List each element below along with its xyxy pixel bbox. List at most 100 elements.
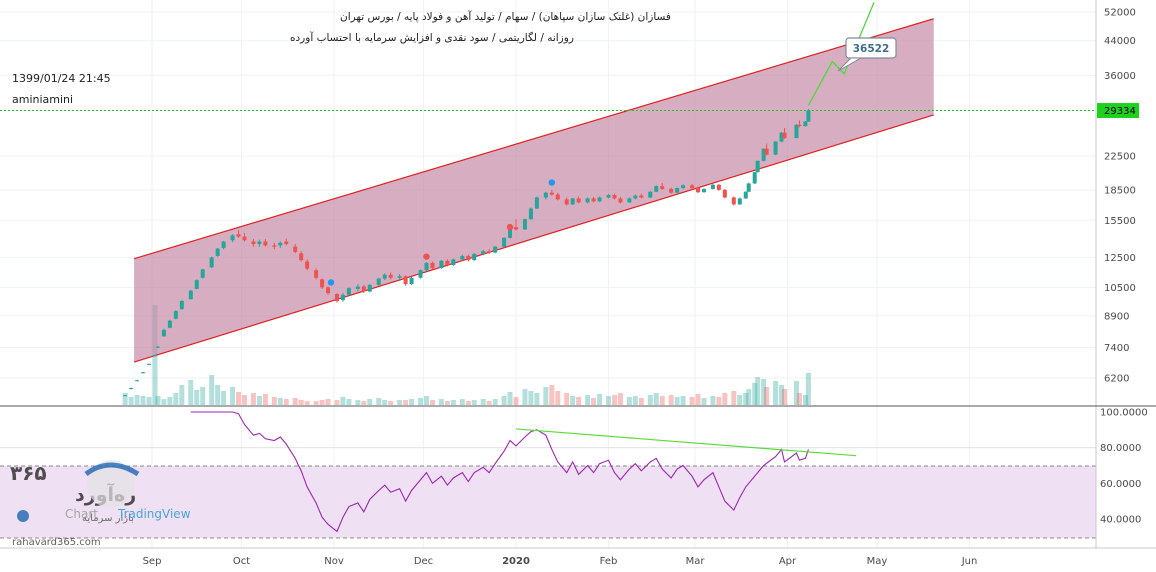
candle	[460, 254, 465, 261]
candle	[200, 268, 205, 279]
candle	[179, 300, 184, 310]
time-tick-label: Apr	[779, 556, 797, 567]
volume-bar	[450, 400, 456, 405]
candle-body	[135, 380, 140, 382]
candle-body	[161, 329, 166, 337]
volume-bar	[585, 395, 591, 405]
volume-bar	[591, 398, 597, 405]
volume-bar	[122, 393, 128, 405]
time-tick-label: May	[867, 556, 888, 567]
volume-bar	[325, 399, 331, 405]
time-tick-label: 2020	[502, 556, 530, 567]
volume-bar	[796, 393, 802, 405]
volume-bar	[805, 373, 811, 405]
candle-body	[215, 248, 220, 256]
volume-bar	[304, 401, 310, 405]
candle-body	[251, 241, 256, 245]
candle	[660, 183, 665, 190]
candle-body	[388, 274, 393, 278]
volume-bar	[605, 396, 611, 405]
candle	[648, 191, 653, 198]
candle	[722, 188, 727, 199]
candle-body	[367, 284, 372, 292]
watermark-provider: TradingView	[117, 507, 191, 521]
candle-body	[627, 198, 632, 203]
time-axis[interactable]: Sep Oct Nov Dec 2020 Feb Mar Apr May Jun	[143, 556, 978, 567]
candles	[123, 108, 811, 397]
volume-bar	[173, 393, 179, 405]
candle-body	[209, 257, 214, 268]
candle-body	[690, 185, 695, 189]
candle-body	[230, 235, 235, 241]
callout[interactable]: 36522	[837, 37, 897, 72]
signal-marker	[506, 223, 514, 231]
candle	[555, 192, 560, 201]
candle-body	[710, 184, 715, 189]
price-channel[interactable]	[134, 18, 934, 363]
volume-bar	[355, 400, 361, 405]
candle-body	[460, 255, 465, 260]
volume-bar	[319, 400, 325, 405]
volume-bar	[283, 399, 289, 405]
candle-body	[654, 186, 659, 192]
price-tick-label: 36000	[1104, 71, 1136, 82]
candle-body	[403, 276, 408, 285]
volume-bar	[403, 400, 409, 405]
candle	[215, 247, 220, 257]
candle	[376, 277, 381, 286]
watermark-sub-text: بازار سرمایه	[82, 513, 134, 524]
rsi-trendline[interactable]	[515, 428, 857, 457]
candle	[612, 193, 617, 200]
callout-box	[845, 37, 897, 59]
volume-bar	[221, 391, 227, 405]
candle	[403, 275, 408, 286]
volume-bar	[647, 395, 653, 405]
volume-bar	[230, 387, 236, 405]
channel-lower-line[interactable]	[133, 114, 934, 363]
candle-body	[681, 185, 686, 189]
time-tick-label: Dec	[414, 556, 433, 567]
volume-bar	[200, 387, 206, 405]
volume-bar	[155, 396, 161, 405]
callout-value: 36522	[853, 43, 890, 55]
volume-bar	[492, 399, 498, 405]
candle-body	[272, 245, 277, 247]
candle	[696, 187, 700, 194]
candle	[534, 196, 539, 210]
candle-body	[633, 195, 638, 199]
price-tick-label: 18500	[1104, 185, 1136, 196]
volume-bar	[668, 395, 674, 405]
channel-upper-line[interactable]	[133, 18, 934, 260]
volume-bar	[597, 394, 603, 405]
candle	[585, 197, 590, 204]
volume-bar	[194, 390, 200, 405]
candle-body	[746, 183, 751, 192]
volume-bar	[638, 398, 644, 405]
candle-body	[669, 188, 674, 193]
volume-bar	[444, 401, 450, 405]
candle	[669, 187, 674, 194]
price-axis[interactable]: 52000 44000 36000 22500 18500 15500 12500 10500…	[1104, 8, 1136, 385]
candle	[251, 239, 256, 247]
price-tick-label: 7400	[1104, 343, 1129, 354]
chart-datetime: 1399/01/24 21:45	[12, 72, 111, 85]
volume-bar	[576, 397, 582, 405]
volume-bar	[388, 401, 394, 405]
volume-bar	[659, 396, 665, 405]
candle-body	[326, 287, 331, 294]
candle	[701, 188, 706, 193]
volume-bar	[773, 381, 779, 405]
rsi-axis[interactable]: 100.0000 80.0000 60.0000 40.0000	[1100, 408, 1148, 526]
candle-body	[508, 227, 513, 238]
current-price-label-text: 29334	[1104, 106, 1136, 117]
signal-marker	[548, 179, 556, 186]
candle-body	[493, 246, 498, 253]
candle-body	[731, 197, 736, 205]
volume-bar	[397, 400, 403, 405]
chart-subtitle: روزانه / لگاریتمی / سود نقدی و افزایش سر…	[290, 31, 574, 44]
volume-bar	[215, 385, 221, 405]
volume-bar	[716, 397, 722, 405]
volume-bar	[653, 393, 659, 405]
candle-body	[397, 276, 402, 278]
